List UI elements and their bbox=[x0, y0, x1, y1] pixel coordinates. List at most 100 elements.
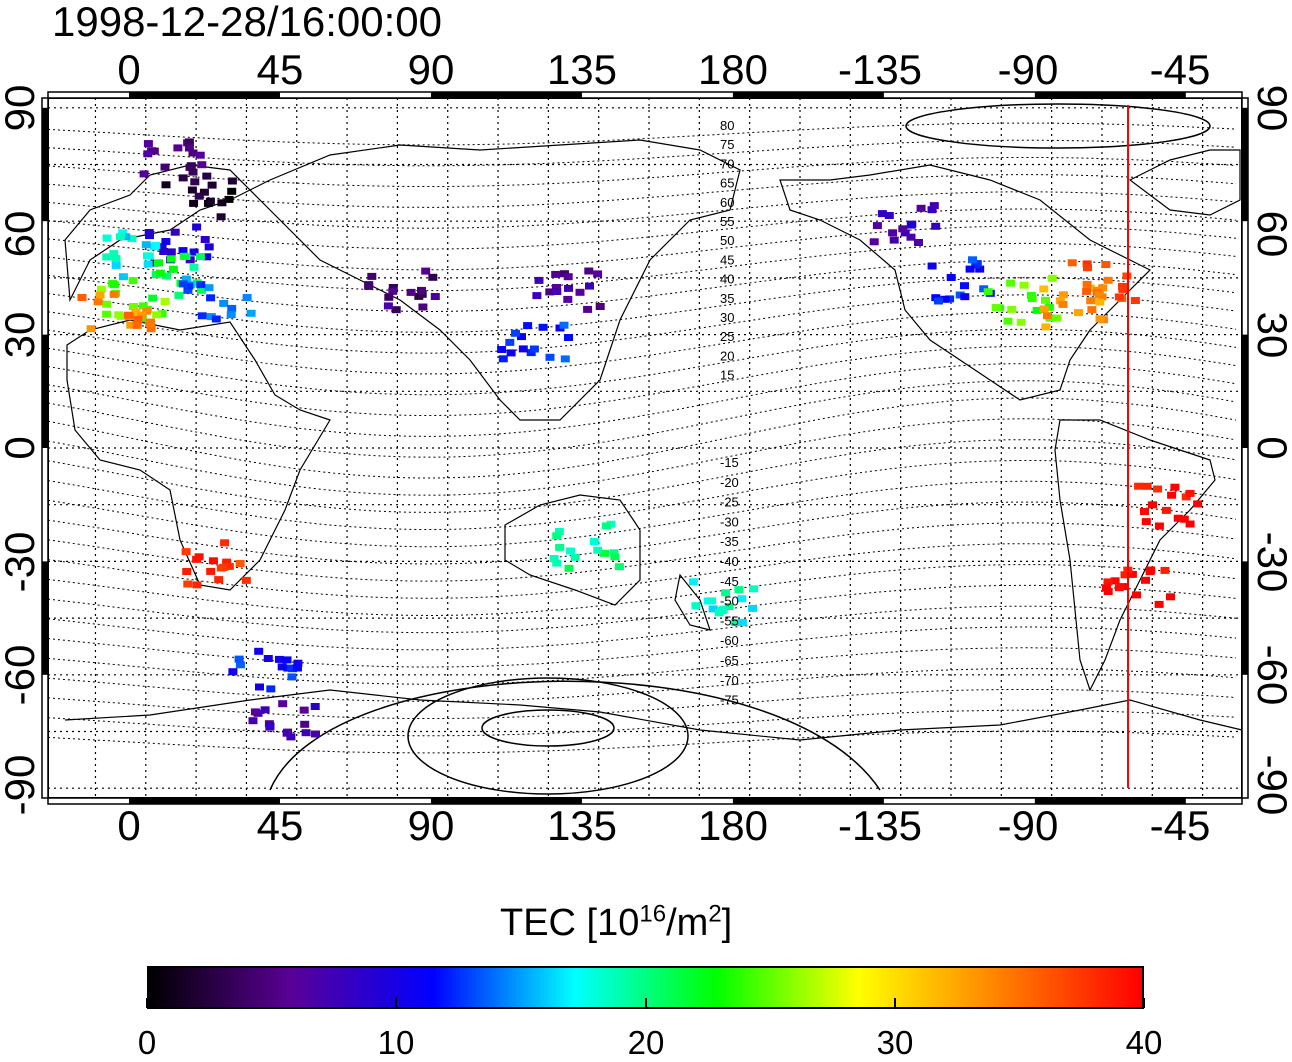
tec-point bbox=[151, 241, 161, 249]
mag-contour bbox=[47, 522, 1237, 582]
tec-point bbox=[968, 256, 977, 264]
tec-point bbox=[157, 243, 167, 251]
tec-point bbox=[1185, 489, 1195, 497]
tec-point bbox=[216, 213, 226, 221]
tec-point bbox=[929, 202, 939, 210]
contour-label: 40 bbox=[720, 272, 734, 287]
tec-point bbox=[96, 285, 106, 293]
tec-point bbox=[300, 720, 310, 728]
tec-point bbox=[940, 295, 950, 303]
lon-tick-top: 0 bbox=[117, 46, 140, 93]
tec-point bbox=[884, 212, 894, 219]
tec-point bbox=[192, 581, 202, 589]
tec-point bbox=[383, 302, 393, 310]
tec-point bbox=[211, 315, 221, 323]
tec-point bbox=[115, 233, 125, 241]
tec-point bbox=[1154, 600, 1164, 608]
mag-contour bbox=[47, 328, 1237, 396]
tec-point bbox=[721, 589, 731, 597]
tec-point bbox=[188, 168, 198, 176]
tec-point bbox=[149, 147, 159, 155]
tec-point bbox=[266, 685, 276, 693]
tec-point bbox=[205, 197, 215, 205]
tec-point bbox=[190, 178, 200, 186]
tick-bar-segment bbox=[430, 798, 582, 804]
tec-point bbox=[128, 303, 138, 310]
tec-point bbox=[161, 238, 171, 245]
tec-point bbox=[246, 309, 256, 317]
tec-point bbox=[118, 273, 128, 281]
tec-point bbox=[217, 199, 227, 207]
tec-point bbox=[1141, 518, 1151, 526]
tec-point bbox=[188, 149, 198, 157]
tec-point bbox=[914, 239, 923, 246]
tec-point bbox=[154, 259, 163, 267]
contour-label: 65 bbox=[720, 176, 734, 191]
tec-point bbox=[575, 288, 585, 296]
tec-point bbox=[1101, 261, 1111, 268]
tec-point bbox=[168, 265, 178, 273]
contour-label: -70 bbox=[720, 673, 739, 688]
tec-point bbox=[200, 236, 210, 243]
tec-point bbox=[173, 144, 183, 152]
tec-point bbox=[146, 318, 155, 326]
tec-point bbox=[242, 294, 252, 301]
tec-point bbox=[421, 267, 431, 275]
tec-point bbox=[178, 280, 188, 288]
tec-point bbox=[141, 241, 151, 249]
tec-point bbox=[505, 338, 515, 346]
top-tick-bar bbox=[47, 91, 1243, 99]
tec-point bbox=[160, 298, 170, 305]
tec-point bbox=[552, 532, 562, 540]
tec-point bbox=[1130, 297, 1140, 304]
mag-contour bbox=[47, 730, 1237, 754]
tec-point bbox=[109, 250, 119, 258]
tec-point bbox=[595, 303, 605, 310]
tec-point bbox=[227, 187, 237, 195]
tec-point bbox=[162, 272, 172, 280]
tec-point bbox=[226, 311, 236, 319]
tec-point bbox=[288, 665, 298, 673]
tec-point bbox=[1122, 272, 1132, 280]
lat-tick-left: 30 bbox=[0, 312, 43, 359]
tec-point bbox=[384, 293, 394, 301]
tec-point bbox=[121, 233, 131, 241]
tec-point bbox=[142, 307, 152, 315]
tec-point bbox=[714, 609, 724, 617]
tec-point bbox=[184, 144, 194, 152]
tec-point bbox=[219, 299, 229, 307]
tec-point bbox=[1179, 515, 1189, 523]
tec-point bbox=[517, 333, 526, 341]
tec-point bbox=[241, 576, 251, 584]
tec-point bbox=[518, 345, 528, 353]
timestamp-title: 1998-12-28/16:00:00 bbox=[52, 0, 442, 45]
tick-bar-segment bbox=[42, 561, 48, 675]
geomag-contours bbox=[47, 103, 1237, 795]
tec-point bbox=[610, 553, 620, 561]
contour-label: 30 bbox=[720, 310, 734, 325]
tec-point bbox=[278, 700, 288, 708]
tec-point bbox=[534, 276, 544, 284]
mag-contour bbox=[47, 260, 1237, 313]
contour-label: 35 bbox=[720, 291, 734, 306]
tec-point bbox=[77, 294, 87, 301]
tec-point bbox=[563, 295, 573, 303]
tec-data-points bbox=[77, 138, 1203, 741]
tec-point bbox=[707, 597, 717, 605]
tec-point bbox=[111, 255, 121, 263]
tec-point bbox=[277, 663, 287, 671]
tec-point bbox=[1006, 279, 1016, 287]
tec-point bbox=[1067, 259, 1077, 267]
mag-contour bbox=[47, 439, 1237, 513]
tec-point bbox=[872, 222, 882, 230]
mag-contour bbox=[47, 584, 1237, 634]
lon-tick-bottom: 0 bbox=[117, 802, 140, 849]
lon-tick-top: -90 bbox=[998, 46, 1059, 93]
tec-point bbox=[1016, 318, 1026, 326]
tec-point bbox=[1154, 522, 1164, 530]
lon-tick-bottom: 135 bbox=[547, 802, 617, 849]
tec-point bbox=[960, 282, 969, 290]
colorbar-tick-label: 10 bbox=[377, 1024, 415, 1061]
tec-point bbox=[708, 605, 718, 613]
tec-point bbox=[549, 555, 559, 562]
